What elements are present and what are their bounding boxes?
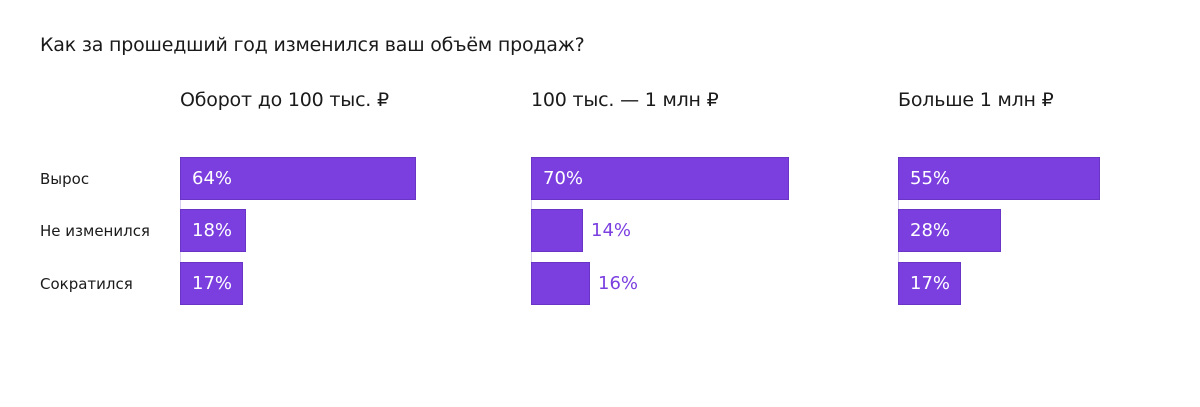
bar-value-label: 28% (910, 220, 951, 241)
bar (531, 262, 590, 305)
bar-value-label: 17% (192, 273, 233, 294)
bar-value-label: 64% (192, 168, 233, 189)
bar (898, 262, 961, 305)
bar-value-label: 70% (543, 168, 584, 189)
bar-value-label: 17% (910, 273, 951, 294)
bar (898, 209, 1001, 252)
panel-title-1: Оборот до 100 тыс. ₽ (180, 89, 389, 111)
bar (531, 157, 789, 200)
bar-value-label: 18% (192, 220, 233, 241)
bar (898, 157, 1100, 200)
bar (531, 209, 583, 252)
category-label-declined: Сократился (40, 275, 133, 293)
bar (180, 262, 243, 305)
bar-value-label: 55% (910, 168, 951, 189)
category-label-unchanged: Не изменился (40, 222, 150, 240)
bar (180, 157, 416, 200)
panel-title-2: 100 тыс. — 1 млн ₽ (531, 89, 719, 111)
panel-title-3: Больше 1 млн ₽ (898, 89, 1054, 111)
category-label-grew: Вырос (40, 170, 90, 188)
bar (180, 209, 246, 252)
bar-value-label: 16% (598, 273, 639, 294)
bar-value-label: 14% (591, 220, 632, 241)
chart-title: Как за прошедший год изменился ваш объём… (40, 34, 585, 56)
